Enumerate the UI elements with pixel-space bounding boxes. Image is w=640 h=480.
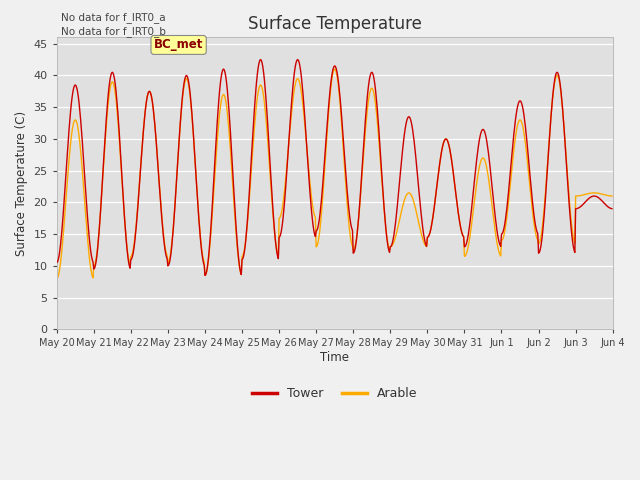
Text: No data for f_IRT0_a: No data for f_IRT0_a	[61, 12, 165, 23]
Text: BC_met: BC_met	[154, 38, 204, 51]
X-axis label: Time: Time	[320, 351, 349, 364]
Title: Surface Temperature: Surface Temperature	[248, 15, 422, 33]
Text: No data for f_IRT0_b: No data for f_IRT0_b	[61, 26, 166, 37]
Y-axis label: Surface Temperature (C): Surface Temperature (C)	[15, 111, 28, 256]
Legend: Tower, Arable: Tower, Arable	[247, 382, 422, 405]
